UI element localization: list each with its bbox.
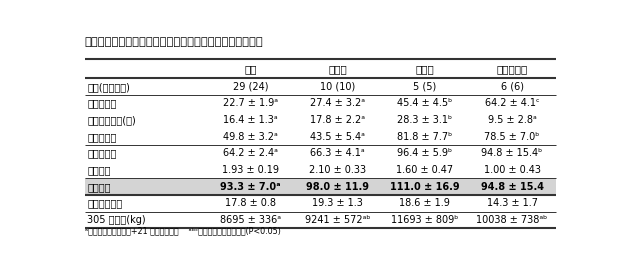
Text: 表２．嚢腫様卵胞・卵胞嚢腫および多発卵胞波牛の繁殖性: 表２．嚢腫様卵胞・卵胞嚢腫および多発卵胞波牛の繁殖性 — [85, 37, 264, 47]
Text: 27.4 ± 3.2ᵃ: 27.4 ± 3.2ᵃ — [311, 98, 365, 109]
Text: 18.6 ± 1.9: 18.6 ± 1.9 — [399, 199, 450, 209]
Text: 81.8 ± 7.7ᵇ: 81.8 ± 7.7ᵇ — [397, 132, 453, 142]
Text: 19.3 ± 1.3: 19.3 ± 1.3 — [312, 199, 363, 209]
Text: 22.7 ± 1.9ᵃ: 22.7 ± 1.9ᵃ — [223, 98, 278, 109]
Text: 98.0 ± 11.9: 98.0 ± 11.9 — [306, 182, 370, 192]
Text: 45.4 ± 4.5ᵇ: 45.4 ± 4.5ᵇ — [397, 98, 453, 109]
Text: 111.0 ± 16.9: 111.0 ± 16.9 — [390, 182, 460, 192]
Text: 66.3 ± 4.1ᵃ: 66.3 ± 4.1ᵃ — [311, 148, 365, 158]
Text: 6 (6): 6 (6) — [500, 82, 523, 92]
Text: 94.8 ± 15.4: 94.8 ± 15.4 — [480, 182, 544, 192]
Text: 授精回数: 授精回数 — [87, 165, 110, 175]
Text: 嚢腫化: 嚢腫化 — [415, 64, 434, 74]
Text: 1.60 ± 0.47: 1.60 ± 0.47 — [396, 165, 453, 175]
Bar — [85, 178, 556, 195]
Text: 64.2 ± 4.1ᶜ: 64.2 ± 4.1ᶜ — [485, 98, 539, 109]
Text: 正常: 正常 — [244, 64, 257, 74]
Text: 10 (10): 10 (10) — [320, 82, 355, 92]
Text: ᵃ不受胎牛は最終授精+21 日として計算    ᵃᵇᶜ異符号間に有意差あり(P<0.05): ᵃ不受胎牛は最終授精+21 日として計算 ᵃᵇᶜ異符号間に有意差あり(P<0.0… — [85, 226, 281, 235]
Text: 96.4 ± 5.9ᵇ: 96.4 ± 5.9ᵇ — [397, 148, 453, 158]
Text: 43.5 ± 5.4ᵃ: 43.5 ± 5.4ᵃ — [311, 132, 365, 142]
Text: 49.8 ± 3.2ᵃ: 49.8 ± 3.2ᵃ — [223, 132, 278, 142]
Text: 5 (5): 5 (5) — [414, 82, 436, 92]
Text: 28.3 ± 3.1ᵇ: 28.3 ± 3.1ᵇ — [397, 115, 453, 125]
Text: 嚢腫様: 嚢腫様 — [329, 64, 347, 74]
Text: 78.5 ± 7.0ᵇ: 78.5 ± 7.0ᵇ — [484, 132, 540, 142]
Text: 16.4 ± 1.3ᵃ: 16.4 ± 1.3ᵃ — [223, 115, 278, 125]
Text: 17.8 ± 2.2ᵃ: 17.8 ± 2.2ᵃ — [311, 115, 365, 125]
Text: 11693 ± 809ᵇ: 11693 ± 809ᵇ — [391, 215, 459, 225]
Text: 305 日乳量(kg): 305 日乳量(kg) — [87, 215, 146, 225]
Text: 頭数(受胎頭数): 頭数(受胎頭数) — [87, 82, 130, 92]
Text: 空胎日数: 空胎日数 — [87, 182, 110, 192]
Text: 64.2 ± 2.4ᵃ: 64.2 ± 2.4ᵃ — [223, 148, 278, 158]
Text: 初回授精日: 初回授精日 — [87, 148, 117, 158]
Text: 17.8 ± 0.8: 17.8 ± 0.8 — [225, 199, 276, 209]
Text: 初回排卵日: 初回排卵日 — [87, 98, 117, 109]
Text: 1.00 ± 0.43: 1.00 ± 0.43 — [484, 165, 541, 175]
Text: 29 (24): 29 (24) — [233, 82, 268, 92]
Text: 多発卵胞波: 多発卵胞波 — [497, 64, 528, 74]
Text: 93.3 ± 7.0ᵃ: 93.3 ± 7.0ᵃ — [221, 182, 281, 192]
Text: 9241 ± 572ᵃᵇ: 9241 ± 572ᵃᵇ — [305, 215, 371, 225]
Text: 14.3 ± 1.7: 14.3 ± 1.7 — [487, 199, 538, 209]
Text: 10038 ± 738ᵃᵇ: 10038 ± 738ᵃᵇ — [476, 215, 547, 225]
Text: 初回卵巣周期(日): 初回卵巣周期(日) — [87, 115, 136, 125]
Text: 子宮径修復日: 子宮径修復日 — [87, 199, 122, 209]
Text: 9.5 ± 2.8ᵃ: 9.5 ± 2.8ᵃ — [488, 115, 536, 125]
Text: 2.10 ± 0.33: 2.10 ± 0.33 — [309, 165, 366, 175]
Text: 94.8 ± 15.4ᵇ: 94.8 ± 15.4ᵇ — [481, 148, 542, 158]
Text: 初回発情日: 初回発情日 — [87, 132, 117, 142]
Text: 1.93 ± 0.19: 1.93 ± 0.19 — [222, 165, 279, 175]
Text: 8695 ± 336ᵃ: 8695 ± 336ᵃ — [220, 215, 281, 225]
